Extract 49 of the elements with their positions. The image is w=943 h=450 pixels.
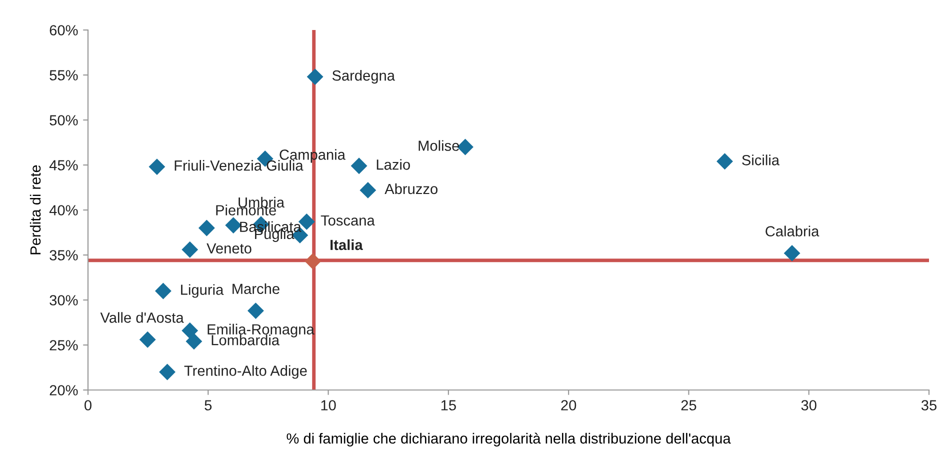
point: [248, 302, 264, 320]
y-tick-label: 40%: [49, 205, 78, 216]
annotation: Sardegna: [332, 70, 395, 84]
point: [182, 322, 198, 339]
point: [198, 220, 215, 236]
y-tick-label: 45%: [49, 160, 78, 170]
annotation: Molise: [418, 140, 460, 151]
x-tick-label: 5: [204, 400, 212, 410]
x-tick-label: 15: [441, 400, 456, 410]
y-tick-label: 25%: [50, 340, 78, 350]
x-tick-label: 10: [321, 400, 336, 410]
annotation: Sicilia: [742, 154, 780, 166]
point: [716, 153, 733, 170]
annotation: Italia: [330, 239, 363, 250]
y-tick-label: 50%: [50, 115, 78, 126]
y-tick-label: 55%: [50, 70, 78, 80]
x-tick-label: 35: [921, 400, 936, 410]
point: [304, 253, 322, 270]
annotation: Abruzzo: [384, 183, 438, 194]
annotation: Toscana: [320, 215, 375, 226]
point: [139, 331, 156, 348]
annotation: Marche: [232, 283, 280, 294]
point: [457, 138, 474, 156]
y-tick-label: 60%: [50, 25, 78, 36]
x-tick-label: 20: [561, 400, 576, 410]
x-tick-label: 30: [801, 400, 816, 410]
x-tick-label: 0: [84, 400, 92, 410]
annotation: Calabria: [766, 226, 820, 236]
annotation: Trentino-Alto Adige: [184, 365, 307, 379]
y-axis-title: Perdita di rete: [30, 165, 41, 254]
annotation: Liguria: [181, 284, 224, 298]
point: [154, 282, 172, 300]
point: [306, 68, 324, 86]
point: [350, 158, 368, 174]
x-tick-label: 25: [681, 400, 696, 410]
point: [186, 333, 202, 350]
y-tick-label: 30%: [50, 295, 78, 306]
point: [360, 182, 376, 198]
point: [148, 158, 166, 176]
point: [784, 244, 800, 262]
point: [225, 217, 242, 234]
x-axis-title: % di famiglie che dichiarano irregolarità nella distribuzione dell'acqua: [286, 432, 731, 447]
y-tick-label: 35%: [50, 250, 78, 260]
y-tick-label: 20%: [50, 385, 78, 396]
point: [182, 241, 198, 258]
annotation: Valle d'Aosta: [100, 312, 184, 323]
point: [159, 364, 176, 380]
annotation: Lazio: [376, 159, 410, 170]
annotation: Veneto: [206, 243, 252, 254]
